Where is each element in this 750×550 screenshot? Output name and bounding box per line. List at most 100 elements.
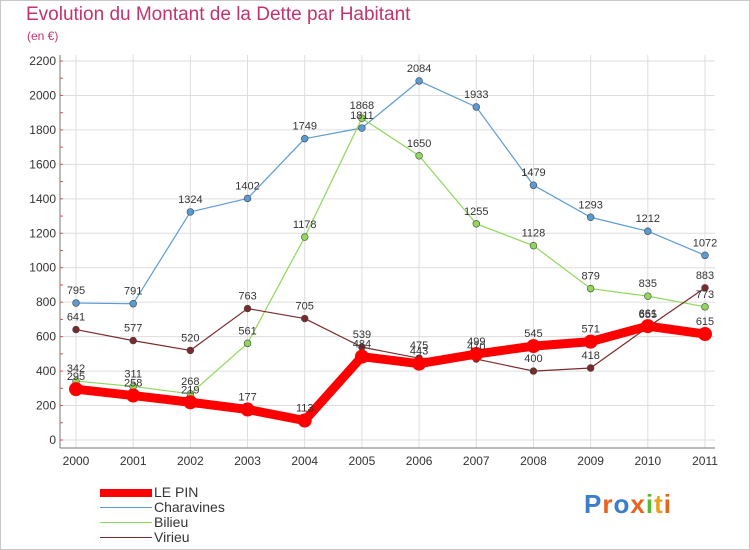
data-point-virieu xyxy=(529,367,538,375)
y-tick-label: 600 xyxy=(36,330,56,344)
data-point-charavines xyxy=(529,181,538,189)
legend: LE PIN Charavines Bilieu Virieu xyxy=(100,485,320,545)
legend-item-charavines: Charavines xyxy=(100,500,320,515)
data-label-le-pin: 484 xyxy=(353,339,371,351)
data-point-le-pin xyxy=(69,382,83,397)
data-label-le-pin: 443 xyxy=(410,346,428,358)
data-point-charavines xyxy=(129,300,137,308)
data-label-le-pin: 295 xyxy=(67,371,85,383)
data-point-le-pin xyxy=(126,388,141,403)
data-label-bilieu: 311 xyxy=(124,368,142,380)
data-labels-layer: 795 791 1324 1402 1749 1811 2084 1933 1479 1293 12… xyxy=(67,63,717,415)
data-point-bilieu xyxy=(415,152,423,160)
data-point-bilieu xyxy=(586,284,595,293)
x-tick-label: 2001 xyxy=(120,454,147,468)
proxiti-logo: Proxiti xyxy=(584,489,672,520)
data-label-le-pin: 258 xyxy=(124,378,142,390)
data-label-virieu: 883 xyxy=(696,270,714,282)
chart-subtitle: (en €) xyxy=(27,29,59,43)
data-label-bilieu: 773 xyxy=(696,289,714,301)
data-label-bilieu: 1128 xyxy=(522,228,546,240)
data-point-le-pin xyxy=(240,402,255,417)
data-point-le-pin xyxy=(469,347,484,362)
y-tick-label: 400 xyxy=(36,364,56,378)
data-label-charavines: 1479 xyxy=(521,167,545,179)
y-tick-label: 2200 xyxy=(29,54,56,68)
logo-letter: r xyxy=(602,489,614,519)
series-layer xyxy=(69,77,712,428)
y-tick-label: 800 xyxy=(36,295,56,309)
data-point-bilieu xyxy=(301,233,309,241)
data-label-virieu: 577 xyxy=(124,323,142,335)
data-label-le-pin: 177 xyxy=(238,392,256,404)
data-point-le-pin xyxy=(526,339,541,354)
data-point-charavines xyxy=(415,77,423,85)
data-point-charavines xyxy=(701,251,709,260)
x-tick-label: 2010 xyxy=(634,454,661,468)
x-tick-label: 2008 xyxy=(520,454,547,468)
data-label-le-pin: 545 xyxy=(524,328,542,340)
data-label-virieu: 400 xyxy=(524,353,542,365)
data-point-le-pin xyxy=(183,395,198,410)
data-point-bilieu xyxy=(243,339,252,348)
data-label-bilieu: 1178 xyxy=(293,219,317,231)
data-label-virieu: 705 xyxy=(296,301,314,313)
chart-grid xyxy=(60,55,715,448)
data-label-charavines: 1293 xyxy=(578,199,602,211)
data-label-bilieu: 268 xyxy=(181,376,199,388)
legend-label-bilieu: Bilieu xyxy=(154,514,189,530)
data-label-charavines: 1212 xyxy=(636,213,660,225)
y-tick-label: 1600 xyxy=(29,157,56,171)
y-tick-label: 1800 xyxy=(29,123,56,137)
data-label-virieu: 641 xyxy=(67,312,85,324)
logo-letter: t xyxy=(654,489,664,519)
data-label-virieu: 475 xyxy=(410,340,428,352)
data-point-virieu xyxy=(301,314,309,323)
data-label-le-pin: 571 xyxy=(581,324,599,336)
data-label-virieu: 520 xyxy=(181,332,199,344)
data-point-charavines xyxy=(72,299,80,307)
legend-item-le-pin: LE PIN xyxy=(100,485,320,500)
logo-letter: P xyxy=(584,489,603,519)
legend-label-charavines: Charavines xyxy=(154,499,225,515)
series-line-charavines xyxy=(75,80,706,305)
data-point-charavines xyxy=(301,134,309,143)
data-label-virieu: 763 xyxy=(238,291,256,303)
series-line-le-pin xyxy=(71,321,710,426)
x-tick-label: 2006 xyxy=(406,454,433,468)
data-point-virieu xyxy=(586,364,595,372)
data-point-charavines xyxy=(472,103,480,111)
data-label-bilieu: 835 xyxy=(639,278,657,290)
series-line-virieu xyxy=(75,287,706,372)
legend-item-virieu: Virieu xyxy=(100,530,320,545)
data-point-charavines xyxy=(586,213,595,221)
y-tick-label: 1400 xyxy=(29,192,56,206)
data-label-charavines: 791 xyxy=(124,286,142,298)
data-label-virieu: 655 xyxy=(639,309,657,321)
data-point-virieu xyxy=(129,336,137,345)
logo-letter: i xyxy=(645,489,655,519)
data-point-le-pin xyxy=(698,327,712,342)
data-point-virieu xyxy=(701,284,709,292)
y-tick-label: 0 xyxy=(49,433,56,447)
data-label-le-pin: 499 xyxy=(467,336,485,348)
data-point-bilieu xyxy=(358,114,366,122)
data-point-le-pin xyxy=(640,319,655,334)
x-tick-label: 2011 xyxy=(692,454,718,468)
data-point-charavines xyxy=(243,194,252,203)
chart-axes: 0 200 400 600 800 1000 1200 1400 1600 1800 2000 220… xyxy=(29,54,718,468)
data-label-charavines: 1324 xyxy=(178,194,202,206)
logo-letter: x xyxy=(630,489,646,519)
data-label-le-pin: 615 xyxy=(696,316,714,328)
data-label-charavines: 795 xyxy=(67,285,85,297)
legend-label-virieu: Virieu xyxy=(154,529,190,545)
data-label-charavines: 1072 xyxy=(693,237,717,249)
x-tick-label: 2000 xyxy=(63,454,90,468)
data-label-bilieu: 1868 xyxy=(350,100,374,112)
data-point-bilieu xyxy=(472,220,480,228)
logo-letter: i xyxy=(663,489,672,519)
data-point-charavines xyxy=(186,208,195,216)
data-point-bilieu xyxy=(644,292,652,300)
data-label-virieu: 539 xyxy=(353,329,371,341)
data-label-le-pin: 219 xyxy=(181,384,199,396)
